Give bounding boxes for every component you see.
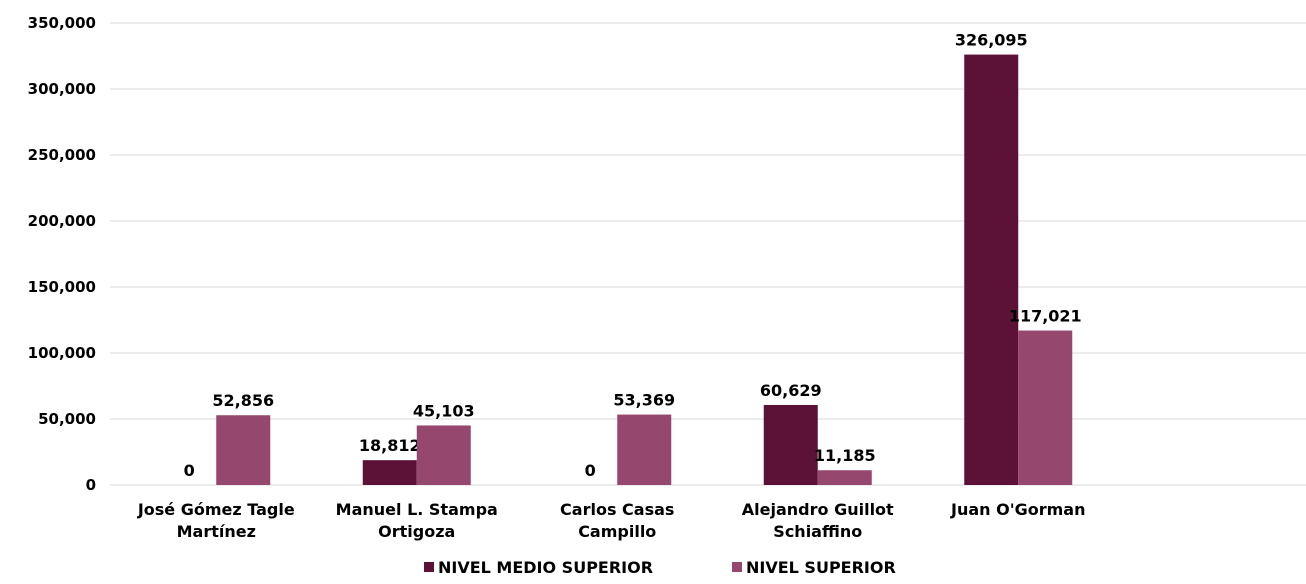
y-tick-label: 350,000: [28, 14, 96, 32]
legend-swatch: [424, 562, 434, 572]
bar: [1018, 330, 1073, 485]
category-label-line: Juan O'Gorman: [950, 500, 1085, 519]
data-label: 52,856: [212, 391, 274, 410]
category-label: Manuel L. Stampa Ortigoza: [336, 500, 498, 541]
data-label: 326,095: [955, 31, 1028, 50]
bar: [964, 54, 1019, 486]
legend-label: NIVEL SUPERIOR: [746, 558, 896, 577]
data-label: 60,629: [760, 381, 822, 400]
data-label: 45,103: [413, 401, 475, 420]
bar: [763, 404, 818, 485]
data-label: 11,185: [814, 446, 876, 465]
bar: [817, 470, 872, 485]
legend-swatch: [732, 562, 742, 572]
category-label: José Gómez Tagle Martínez: [137, 500, 295, 541]
category-label-line: Alejandro Guillot: [742, 500, 894, 519]
data-label: 117,021: [1009, 307, 1082, 326]
data-label: 0: [184, 461, 195, 480]
y-tick-label: 0: [86, 476, 96, 494]
y-tick-label: 150,000: [28, 278, 96, 296]
category-label-line: José Gómez Tagle: [137, 500, 295, 519]
data-label: 18,812: [359, 436, 421, 455]
category-label: Carlos Casas Campillo: [560, 500, 674, 541]
category-label: Juan O'Gorman: [950, 500, 1085, 519]
y-tick-label: 200,000: [28, 212, 96, 230]
bar: [416, 425, 471, 485]
legend-label: NIVEL MEDIO SUPERIOR: [438, 558, 653, 577]
y-tick-label: 100,000: [28, 344, 96, 362]
data-label: 53,369: [613, 391, 675, 410]
category-label-line: Manuel L. Stampa: [336, 500, 498, 519]
bar: [216, 415, 271, 485]
y-tick-label: 50,000: [38, 410, 96, 428]
category-label: Alejandro Guillot Schiaffino: [742, 500, 894, 541]
bar: [617, 414, 672, 485]
category-label-line: Ortigoza: [378, 522, 455, 541]
category-label-line: Schiaffino: [773, 522, 862, 541]
data-label: 0: [585, 461, 596, 480]
category-label-line: Campillo: [578, 522, 656, 541]
category-label-line: Carlos Casas: [560, 500, 674, 519]
bar: [362, 460, 417, 485]
category-label-line: Martínez: [177, 522, 256, 541]
y-tick-label: 300,000: [28, 80, 96, 98]
y-tick-label: 250,000: [28, 146, 96, 164]
